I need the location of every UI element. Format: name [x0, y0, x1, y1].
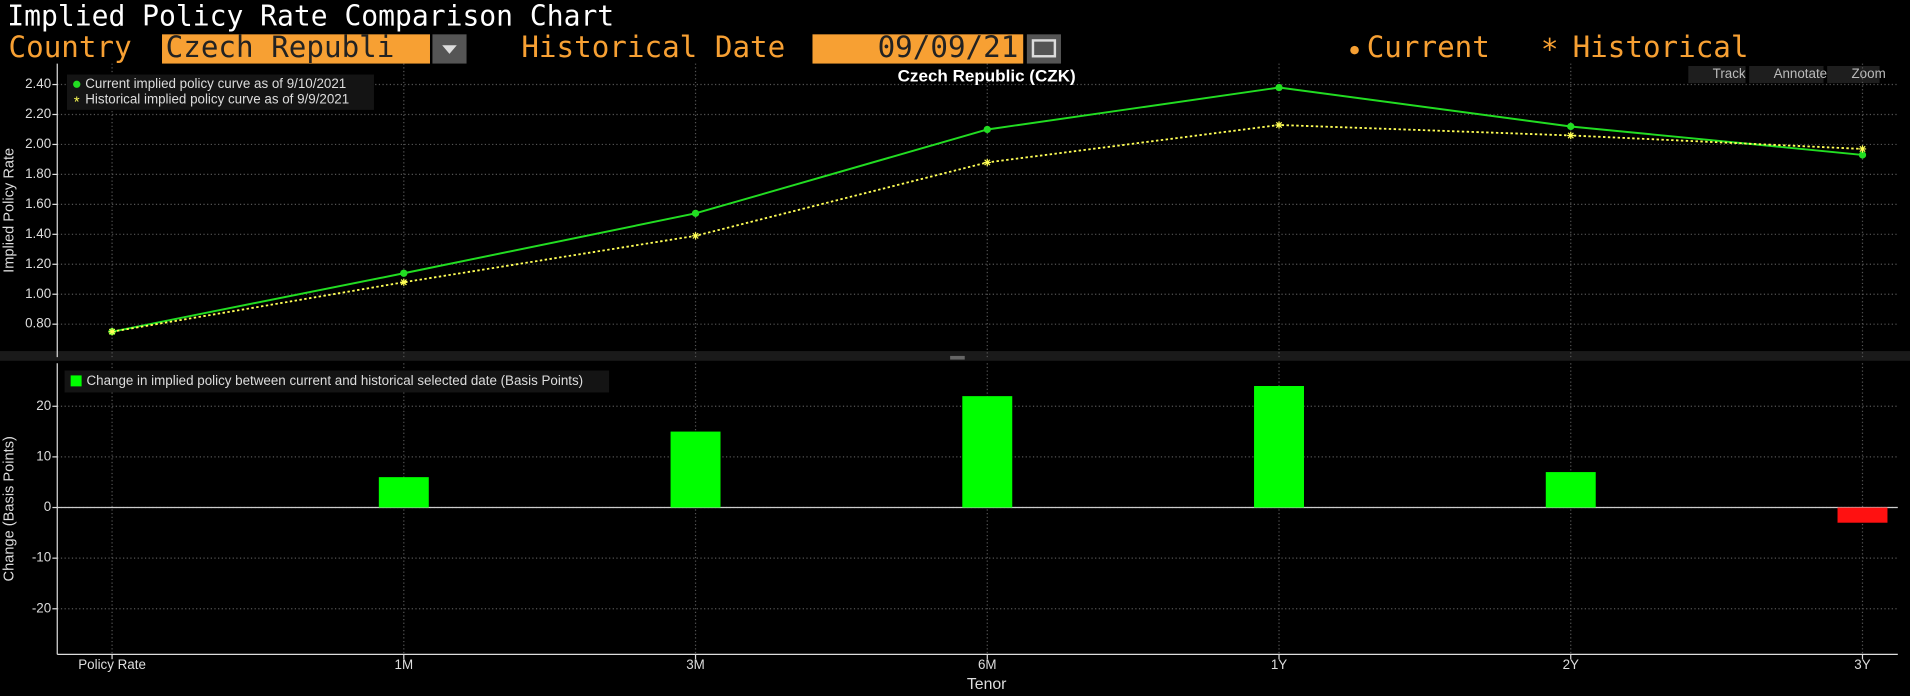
legend-historical: Historical — [1573, 30, 1749, 64]
country-label: Country — [9, 30, 132, 64]
bar — [962, 396, 1013, 508]
chart-title: Czech Republic (CZK) — [898, 66, 1076, 85]
point — [400, 278, 408, 286]
legend-dot — [1350, 45, 1359, 55]
point — [691, 232, 700, 240]
toolbar-label[interactable]: Zoom — [1852, 66, 1886, 81]
bar — [1545, 472, 1596, 508]
y-tick-label: 10 — [36, 448, 51, 463]
date-value[interactable]: 09/09/21 — [878, 30, 1019, 64]
toolbar-label[interactable]: Track — [1713, 66, 1746, 81]
legend-label: Current implied policy curve as of 9/10/… — [85, 76, 346, 91]
toolbar-button[interactable] — [1749, 66, 1824, 84]
point — [108, 328, 116, 336]
splitter-handle — [950, 355, 965, 360]
bar — [670, 431, 721, 508]
point — [400, 269, 408, 277]
legend-current: Current — [1367, 30, 1490, 64]
y-axis-label: Implied Policy Rate — [2, 148, 18, 273]
legend-marker — [70, 375, 82, 387]
legend-box — [64, 370, 610, 393]
y-tick-label: 1.00 — [25, 286, 51, 301]
point — [1275, 83, 1283, 92]
legend-marker: * — [74, 94, 80, 110]
legend-box — [66, 74, 374, 110]
dropdown-arrow — [442, 45, 457, 54]
x-tick-label: 1Y — [1271, 657, 1287, 672]
point — [691, 209, 700, 218]
point — [983, 158, 991, 167]
point — [1275, 121, 1283, 129]
calendar-icon — [1031, 39, 1057, 58]
point — [1858, 151, 1867, 159]
y-tick-label: -20 — [32, 600, 51, 615]
y-tick-label: 1.80 — [25, 166, 51, 181]
y-tick-label: 1.60 — [25, 196, 51, 211]
x-tick-label: 3M — [686, 657, 705, 672]
x-tick-label: 1M — [395, 657, 414, 672]
point — [1567, 131, 1575, 140]
date-label: Historical Date — [521, 30, 785, 64]
toolbar-button[interactable] — [1688, 66, 1746, 84]
toolbar-button[interactable] — [1827, 66, 1880, 84]
y-tick-label: 20 — [36, 398, 51, 413]
y-tick-label: 2.40 — [25, 76, 51, 91]
y-tick-label: 1.20 — [25, 256, 51, 271]
country-value[interactable]: Czech Republi — [166, 30, 395, 64]
bar — [378, 477, 429, 508]
bar — [1837, 507, 1888, 523]
legend-marker — [73, 80, 81, 88]
y-tick-label: 1.40 — [25, 226, 51, 241]
point — [983, 125, 991, 134]
x-tick-label: Policy Rate — [78, 657, 146, 672]
legend-label: Historical implied policy curve as of 9/… — [85, 92, 349, 107]
x-tick-label: 3Y — [1854, 657, 1870, 672]
y-tick-label: 2.20 — [25, 106, 51, 121]
y-tick-label: -10 — [32, 550, 51, 565]
country-field[interactable] — [162, 34, 430, 64]
y-tick-label: 0.80 — [25, 316, 51, 331]
legend-star: * — [1541, 32, 1559, 66]
x-axis-label: Tenor — [967, 676, 1007, 693]
bar — [1254, 386, 1304, 508]
toolbar-label[interactable]: Annotate — [1774, 66, 1828, 81]
page-title: Implied Policy Rate Comparison Chart — [7, 0, 614, 32]
date-field[interactable] — [812, 34, 1024, 64]
legend-label: Change in implied policy between current… — [86, 373, 583, 388]
x-tick-label: 2Y — [1563, 657, 1579, 672]
point — [1567, 122, 1575, 131]
x-tick-label: 6M — [978, 657, 997, 672]
y-tick-label: 0 — [44, 499, 51, 514]
point — [1858, 145, 1867, 153]
y-tick-label: 2.00 — [25, 136, 51, 151]
y-axis-label: Change (Basis Points) — [2, 436, 18, 581]
